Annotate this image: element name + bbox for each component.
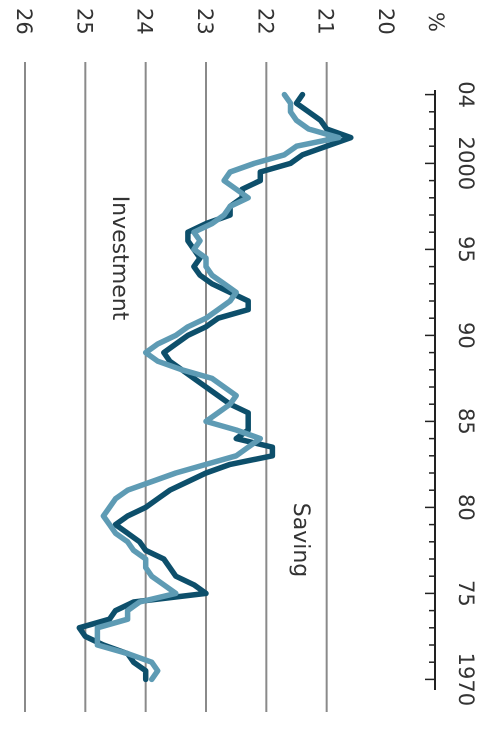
value-tick-label-20: 20 — [374, 8, 398, 35]
time-tick-label-2000: 2000 — [454, 137, 478, 190]
grid-lines — [24, 62, 328, 712]
value-tick-label-21: 21 — [314, 8, 338, 35]
time-tick-label-85: 85 — [454, 408, 478, 435]
time-tick-label-1970: 1970 — [454, 653, 478, 706]
value-tick-label-24: 24 — [133, 8, 157, 35]
time-tick-label-90: 90 — [454, 322, 478, 349]
series-lines — [76, 91, 354, 683]
time-tick-label-75: 75 — [454, 580, 478, 607]
series-line-investment — [94, 91, 342, 683]
time-tick-label-04: 04 — [454, 81, 478, 108]
value-tick-label-25: 25 — [72, 8, 96, 35]
series-line-saving — [76, 91, 354, 683]
annotations: Investment Saving — [107, 196, 313, 578]
value-unit-label: % — [424, 12, 448, 32]
value-tick-label-26: 26 — [12, 8, 36, 35]
value-tick-label-23: 23 — [193, 8, 217, 35]
time-tick-label-80: 80 — [454, 494, 478, 521]
annotation-saving: Saving — [288, 503, 313, 578]
tick-labels: 26 25 24 23 22 21 20 % 1970 75 80 85 90 95 2000 04 — [12, 8, 478, 706]
x-axis — [425, 90, 436, 690]
time-tick-label-95: 95 — [454, 236, 478, 263]
value-tick-label-22: 22 — [253, 8, 277, 35]
annotation-investment: Investment — [107, 196, 132, 321]
